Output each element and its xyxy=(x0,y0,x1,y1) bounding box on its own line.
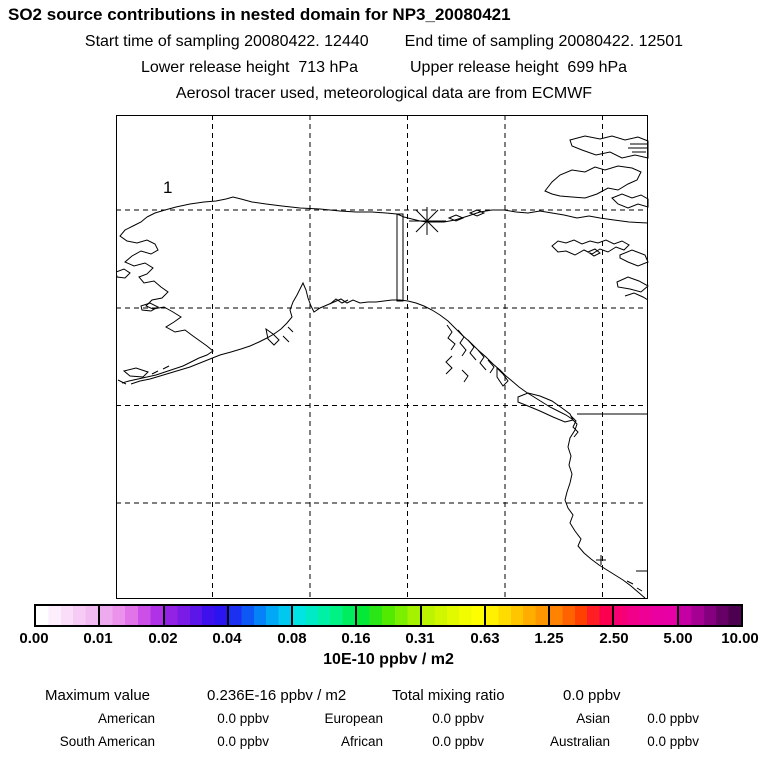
region-label: Asian xyxy=(576,711,610,726)
islands-channel xyxy=(626,580,643,592)
region-value: 0.0 ppbv xyxy=(432,711,484,726)
colorbar-segment xyxy=(36,606,101,625)
region-value: 0.0 ppbv xyxy=(217,711,269,726)
page-title: SO2 source contributions in nested domai… xyxy=(8,5,511,24)
coastline-west xyxy=(119,216,214,384)
island-st-lawrence xyxy=(116,268,131,279)
colorbar-tick: 1.25 xyxy=(534,630,564,647)
release-box xyxy=(396,213,404,302)
sampling-time-line: Start time of sampling 20080422. 12440 En… xyxy=(0,33,768,51)
island-victoria xyxy=(551,239,630,257)
region-value: 0.0 ppbv xyxy=(432,734,484,749)
coast-mackenzie xyxy=(616,276,649,301)
colorbar-tick: 0.31 xyxy=(405,630,435,647)
island-nunivak xyxy=(140,302,160,312)
coast-puget-sound xyxy=(570,415,579,438)
coastline-south xyxy=(130,281,646,599)
colorbar-segment xyxy=(421,606,486,625)
region-label: American xyxy=(97,711,155,726)
max-value-number: 0.236E-16 ppbv / m2 xyxy=(207,687,347,704)
islands-arctic-coastal xyxy=(447,209,486,222)
islands-panhandle xyxy=(445,324,495,383)
island-vancouver xyxy=(517,392,574,423)
colorbar-segment xyxy=(485,606,551,625)
colorbar-segment xyxy=(164,606,229,625)
island-arctic-ne xyxy=(569,135,649,159)
region-value: 0.0 ppbv xyxy=(647,711,699,726)
map-canvas: 1 xyxy=(116,115,649,599)
colorbar-segment xyxy=(614,606,679,625)
island-right-edge-a xyxy=(611,193,649,209)
map-frame xyxy=(116,115,648,599)
coast-prince-william xyxy=(329,298,349,305)
region-label: Australian xyxy=(549,734,610,749)
region-label: South American xyxy=(59,734,155,749)
map-panel: 1 xyxy=(116,115,649,600)
colorbar-units-label: 10E-10 ppbv / m2 xyxy=(323,651,454,668)
colorbar-segment xyxy=(678,606,741,625)
end-time-text: End time of sampling 20080422. 12501 xyxy=(404,33,684,50)
colorbar xyxy=(34,604,743,627)
marker-sf-bay xyxy=(596,555,606,565)
release-star-marker xyxy=(409,207,446,235)
grid-lines xyxy=(116,115,648,599)
max-value-label: Maximum value xyxy=(45,687,151,704)
start-time-text: Start time of sampling 20080422. 12440 xyxy=(84,33,369,50)
island-right-edge-b xyxy=(619,249,649,267)
islands-aleutian xyxy=(117,365,170,385)
colorbar-tick: 0.04 xyxy=(212,630,242,647)
total-mixing-label: Total mixing ratio xyxy=(392,687,505,704)
colorbar-tick: 10.00 xyxy=(721,630,759,647)
region-row-2: South American 0.0 ppbv African 0.0 ppbv… xyxy=(0,734,768,749)
colorbar-segment xyxy=(357,606,422,625)
region-row-1: American 0.0 ppbv European 0.0 ppbv Asia… xyxy=(0,711,768,726)
island-haida-gwaii xyxy=(496,366,509,387)
colorbar-tick: 0.01 xyxy=(83,630,113,647)
region-value: 0.0 ppbv xyxy=(647,734,699,749)
colorbar-segment xyxy=(550,606,615,625)
colorbar-tick: 0.02 xyxy=(148,630,178,647)
region-value: 0.0 ppbv xyxy=(217,734,269,749)
region-label: European xyxy=(324,711,383,726)
colorbar-tick: 0.16 xyxy=(341,630,371,647)
colorbar-tick: 2.50 xyxy=(599,630,629,647)
colorbar-segment xyxy=(100,606,165,625)
upper-release-text: Upper release height 699 hPa xyxy=(410,59,628,76)
colorbar-segment xyxy=(228,606,294,625)
islands-kodiak xyxy=(265,326,294,346)
colorbar-tick: 5.00 xyxy=(663,630,693,647)
colorbar-tick: 0.63 xyxy=(470,630,500,647)
colorbar-tick: 0.08 xyxy=(277,630,307,647)
region-label: African xyxy=(340,734,383,749)
colorbar-tick: 0.00 xyxy=(19,630,49,647)
island-banks xyxy=(544,165,642,199)
lower-release-text: Lower release height 713 hPa xyxy=(140,59,358,76)
colorbar-segment xyxy=(293,606,358,625)
coastline-arctic xyxy=(146,196,649,224)
nest-domain-label: 1 xyxy=(163,178,172,197)
tracer-line: Aerosol tracer used, meteorological data… xyxy=(175,85,593,102)
release-height-line: Lower release height 713 hPa Upper releas… xyxy=(0,59,768,77)
total-mixing-value: 0.0 ppbv xyxy=(563,687,621,704)
